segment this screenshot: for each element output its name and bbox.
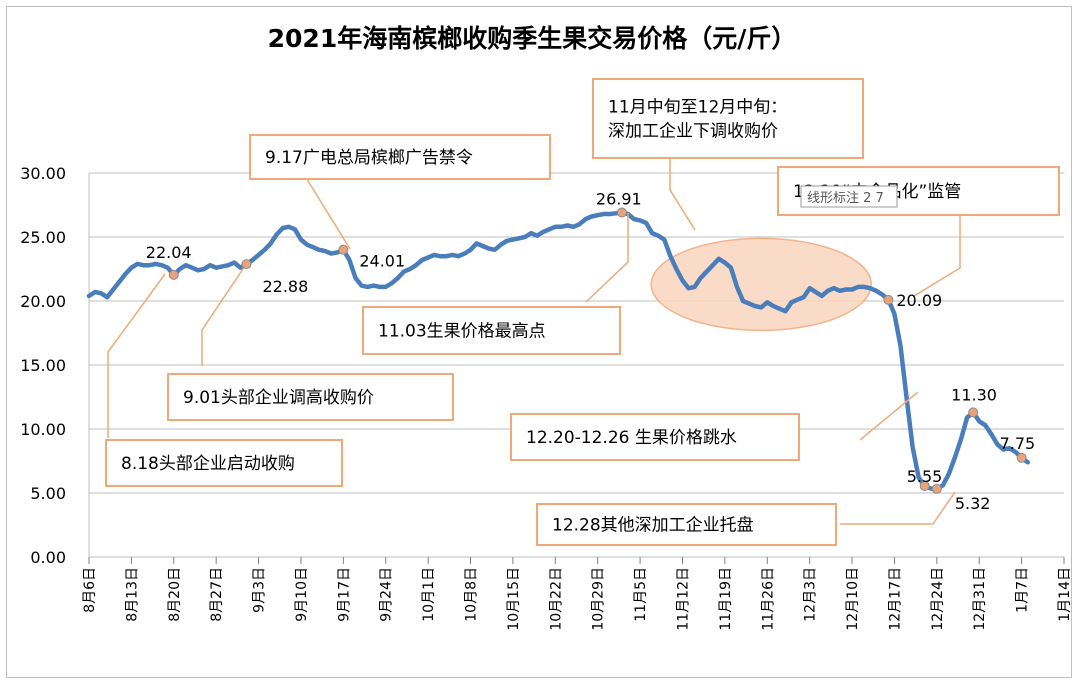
callout-text: 深加工企业下调收购价 — [608, 122, 778, 142]
x-tick-label: 10月29日 — [591, 567, 607, 631]
data-label: 5.55 — [907, 467, 943, 486]
point-marker — [241, 259, 252, 270]
y-tick-label: 25.00 — [20, 228, 66, 247]
data-label: 7.75 — [1000, 434, 1036, 453]
x-tick-label: 10月8日 — [464, 567, 480, 622]
callout-leader — [669, 158, 696, 231]
point-marker — [883, 294, 894, 305]
callout-text: 12.20-12.26 生果价格跳水 — [526, 428, 737, 448]
callout-leaders — [107, 158, 961, 525]
x-axis-ticks: 8月6日 8月13日 8月20日 8月27日 9月3日 9月10日 9月17日 9月24日 10… — [82, 567, 1073, 631]
callout: 9.01头部企业调高收购价 — [167, 373, 454, 421]
callout: 9.17广电总局槟榔广告禁令 — [249, 134, 551, 180]
callout-box — [105, 439, 343, 487]
callout-leader — [859, 391, 919, 441]
point-marker — [338, 244, 349, 255]
callout-box — [592, 78, 864, 159]
chart-title: 2021年海南槟榔收购季生果交易价格（元/斤） — [268, 24, 797, 53]
x-tick-label: 8月13日 — [124, 567, 140, 622]
callout-text: 11.03生果价格最高点 — [378, 322, 546, 342]
x-tick-label: 9月10日 — [294, 567, 310, 622]
callout-box — [510, 413, 800, 461]
callout-leader — [107, 273, 166, 438]
x-tick-label: 1月14日 — [1057, 567, 1073, 622]
point-markers — [168, 207, 1027, 494]
x-tick-label: 11月19日 — [718, 567, 734, 631]
point-marker — [1016, 452, 1027, 463]
data-label: 22.88 — [262, 277, 308, 296]
x-tick-label: 1月7日 — [1015, 567, 1031, 613]
callout-text: 9.17广电总局槟榔广告禁令 — [265, 148, 473, 168]
x-tick-label: 10月1日 — [421, 567, 437, 622]
shape-tooltip: 线形标注 2 7 — [800, 185, 898, 208]
x-tick-label: 12月24日 — [930, 567, 946, 631]
callout-text: 12.28其他深加工企业托盘 — [552, 516, 754, 536]
x-tick-label: 12月31日 — [972, 567, 988, 631]
grid-lines — [89, 172, 1064, 558]
x-tick-label: 12月17日 — [887, 567, 903, 631]
y-tick-label: 15.00 — [20, 356, 66, 375]
point-marker — [616, 207, 627, 218]
data-label: 26.91 — [596, 190, 642, 209]
callout: 11月中旬至12月中旬： 深加工企业下调收购价 — [592, 78, 864, 159]
callout-leader — [303, 175, 351, 250]
point-marker — [931, 483, 942, 494]
x-axis — [88, 173, 1065, 564]
callout-text: 8.18头部企业启动收购 — [121, 454, 295, 474]
callout: 8.18头部企业启动收购 — [105, 439, 343, 487]
y-tick-label: 30.00 — [20, 164, 66, 183]
data-label: 20.09 — [896, 291, 942, 310]
callout-box — [536, 503, 837, 546]
y-axis-ticks: 0.00 5.00 10.00 15.00 20.00 25.00 30.00 — [20, 164, 66, 567]
data-label: 22.04 — [146, 243, 192, 262]
x-tick-label: 10月15日 — [506, 567, 522, 631]
x-tick-label: 9月24日 — [379, 567, 395, 622]
callout-leader — [913, 214, 961, 297]
point-marker — [919, 480, 930, 491]
callouts: 9.17广电总局槟榔广告禁令 11月中旬至12月中旬： 深加工企业下调收购价 12.2… — [105, 78, 1060, 546]
tooltip-text: 线形标注 2 7 — [807, 191, 884, 206]
callout: 11.03生果价格最高点 — [362, 306, 621, 355]
x-tick-label: 11月12日 — [675, 567, 691, 631]
callout: 12.20-12.26 生果价格跳水 — [510, 413, 800, 461]
callout-box — [362, 306, 621, 355]
y-tick-label: 20.00 — [20, 292, 66, 311]
callout-box — [249, 134, 551, 180]
y-tick-label: 0.00 — [30, 548, 66, 567]
x-tick-label: 11月26日 — [760, 567, 776, 631]
callout-text: 11月中旬至12月中旬： — [608, 98, 787, 118]
y-tick-label: 5.00 — [30, 484, 66, 503]
data-label: 24.01 — [359, 252, 405, 271]
highlight-ellipse-shape — [650, 237, 872, 332]
y-tick-label: 10.00 — [20, 420, 66, 439]
tooltip-box — [800, 185, 898, 208]
x-tick-label: 8月27日 — [209, 567, 225, 622]
callout-box — [167, 373, 454, 421]
callout-leader — [585, 213, 629, 303]
data-labels: 22.04 22.88 24.01 26.91 20.09 5.55 5.32 11.30 7.… — [146, 190, 1035, 513]
x-tick-label: 12月3日 — [803, 567, 819, 622]
x-tick-label: 12月10日 — [845, 567, 861, 631]
callout: 12.28其他深加工企业托盘 — [536, 503, 837, 546]
callout-leader — [201, 262, 248, 366]
x-tick-label: 9月17日 — [336, 567, 352, 622]
data-label: 11.30 — [951, 385, 997, 404]
data-label: 5.32 — [955, 494, 991, 513]
x-tick-label: 8月20日 — [167, 567, 183, 622]
x-tick-label: 11月5日 — [633, 567, 649, 622]
x-tick-label: 9月3日 — [252, 567, 268, 613]
x-tick-label: 10月22日 — [548, 567, 564, 631]
callout-text: 9.01头部企业调高收购价 — [183, 388, 374, 408]
callout-leader — [840, 491, 956, 525]
x-tick-label: 8月6日 — [82, 567, 98, 613]
point-marker — [968, 407, 979, 418]
highlight-ellipse — [650, 237, 872, 332]
point-marker — [168, 269, 179, 280]
